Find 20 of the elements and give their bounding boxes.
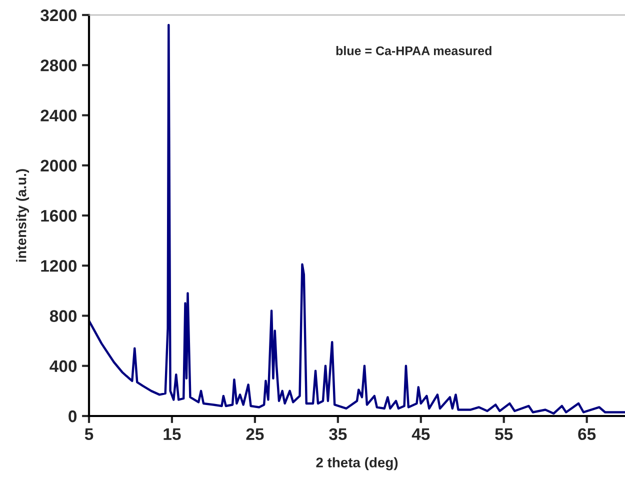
- y-tick-label: 1600: [41, 210, 77, 222]
- x-tick-label: 65: [578, 428, 596, 440]
- x-tick-label: 25: [246, 428, 264, 440]
- y-tick-label: 400: [50, 360, 77, 372]
- x-axis-title: 2 theta (deg): [316, 457, 398, 470]
- x-tick-label: 5: [84, 428, 94, 440]
- x-tick-label: 45: [412, 428, 430, 440]
- y-axis-title: intensity (a.u.): [16, 169, 30, 262]
- x-tick-label: 15: [164, 428, 181, 440]
- y-tick-label: 0: [68, 410, 77, 422]
- line-series: [89, 24, 625, 415]
- y-tick-label: 1200: [41, 260, 77, 272]
- x-tick-label: 55: [495, 428, 513, 440]
- y-tick-label: 2400: [40, 110, 77, 122]
- x-tick-label: 35: [329, 428, 347, 440]
- annotation: blue = Ca-HPAA measured: [336, 46, 492, 56]
- y-tick-label: 2800: [40, 60, 77, 72]
- y-tick-label: 3200: [40, 9, 77, 22]
- y-tick-label: 2000: [40, 160, 77, 172]
- y-tick-label: 800: [50, 310, 77, 322]
